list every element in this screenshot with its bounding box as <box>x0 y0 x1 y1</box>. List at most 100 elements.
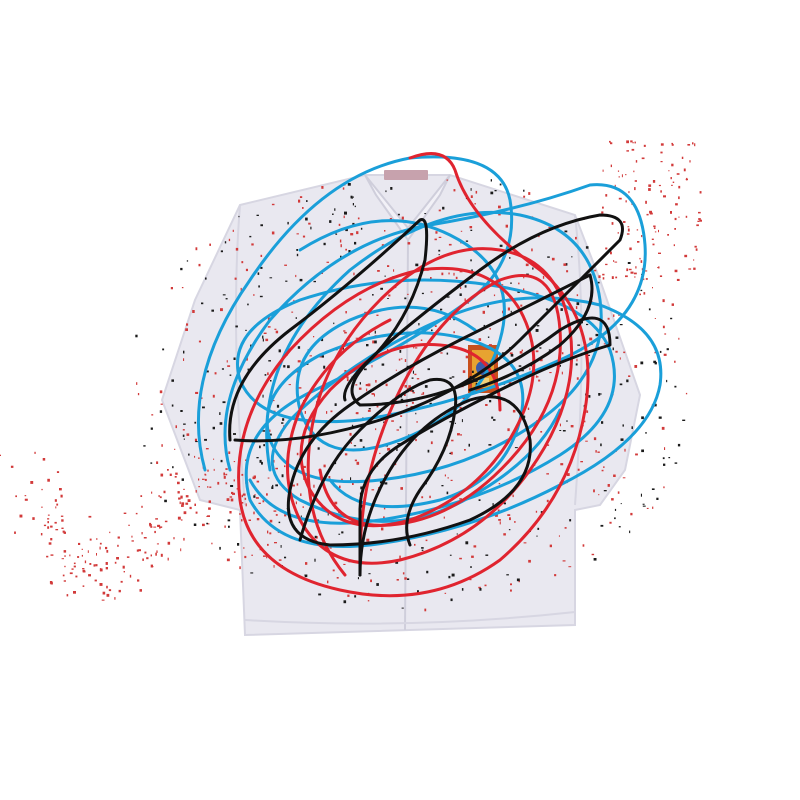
speckle <box>451 439 454 442</box>
speckle <box>99 546 101 550</box>
speckle <box>275 330 279 334</box>
speckle <box>202 406 205 409</box>
speckle <box>118 589 121 593</box>
speckle <box>306 200 308 202</box>
speckle <box>174 448 176 450</box>
speckle <box>489 400 492 403</box>
speckle <box>159 496 162 499</box>
speckle <box>221 368 224 370</box>
speckle <box>150 462 153 464</box>
speckle <box>141 532 143 535</box>
speckle <box>381 527 384 531</box>
speckle <box>244 497 247 500</box>
speckle <box>344 370 347 373</box>
speckle <box>670 211 672 214</box>
speckle <box>564 527 567 529</box>
speckle <box>298 199 301 203</box>
speckle <box>63 550 67 553</box>
speckle <box>580 461 583 463</box>
speckle <box>213 458 215 460</box>
speckle <box>54 521 57 524</box>
speckle <box>622 424 624 427</box>
speckle <box>353 272 355 276</box>
speckle <box>96 538 98 540</box>
speckle <box>635 160 638 163</box>
speckle <box>345 311 347 314</box>
speckle <box>233 433 236 435</box>
speckle <box>449 377 452 379</box>
speckle <box>183 358 185 361</box>
speckle <box>135 334 138 338</box>
speckle <box>225 482 228 485</box>
speckle <box>142 558 144 561</box>
speckle <box>266 555 268 559</box>
speckle <box>384 275 386 277</box>
speckle <box>250 572 254 574</box>
speckle <box>254 494 256 496</box>
speckle <box>265 338 269 342</box>
speckle <box>500 284 504 286</box>
speckle <box>114 597 116 600</box>
speckle <box>545 308 549 311</box>
speckle <box>566 270 569 273</box>
speckle <box>499 521 501 525</box>
speckle <box>204 438 207 441</box>
speckle <box>540 511 543 514</box>
speckle <box>693 267 696 270</box>
speckle <box>212 394 215 398</box>
speckle <box>273 510 277 512</box>
speckle <box>559 430 562 431</box>
speckle <box>634 365 638 368</box>
speckle <box>663 353 667 356</box>
speckle <box>167 469 169 471</box>
speckle <box>180 519 183 521</box>
speckle <box>518 365 522 367</box>
speckle <box>532 267 534 270</box>
speckle <box>228 451 231 454</box>
speckle <box>643 278 645 281</box>
speckle <box>531 248 533 252</box>
speckle <box>489 344 492 346</box>
speckle <box>385 383 388 387</box>
speckle <box>387 349 389 351</box>
speckle <box>296 370 300 373</box>
speckle <box>619 324 623 326</box>
speckle <box>267 530 269 534</box>
speckle <box>610 164 612 168</box>
speckle <box>78 542 81 545</box>
speckle <box>292 484 295 487</box>
speckle <box>614 508 617 511</box>
speckle <box>263 555 266 557</box>
speckle <box>180 267 183 271</box>
speckle <box>164 520 168 523</box>
speckle <box>268 360 271 362</box>
speckle <box>195 511 198 514</box>
speckle <box>435 231 438 234</box>
speckle <box>352 482 354 485</box>
speckle <box>370 579 372 583</box>
speckle <box>357 217 360 220</box>
speckle <box>609 140 611 143</box>
speckle <box>465 240 469 242</box>
speckle <box>150 526 153 528</box>
speckle <box>412 370 414 374</box>
speckle <box>535 510 538 513</box>
speckle <box>114 561 117 564</box>
speckle <box>332 569 335 572</box>
speckle <box>359 298 362 301</box>
speckle <box>634 276 636 278</box>
speckle <box>619 383 623 386</box>
speckle <box>465 355 469 359</box>
speckle <box>195 247 198 251</box>
speckle <box>174 476 177 478</box>
speckle <box>560 463 564 466</box>
speckle <box>627 226 630 228</box>
speckle <box>358 387 362 390</box>
speckle <box>652 180 656 183</box>
speckle <box>538 379 541 382</box>
speckle <box>198 340 201 343</box>
speckle <box>318 593 322 596</box>
speckle <box>154 530 156 534</box>
speckle <box>284 264 287 266</box>
speckle <box>137 393 140 396</box>
